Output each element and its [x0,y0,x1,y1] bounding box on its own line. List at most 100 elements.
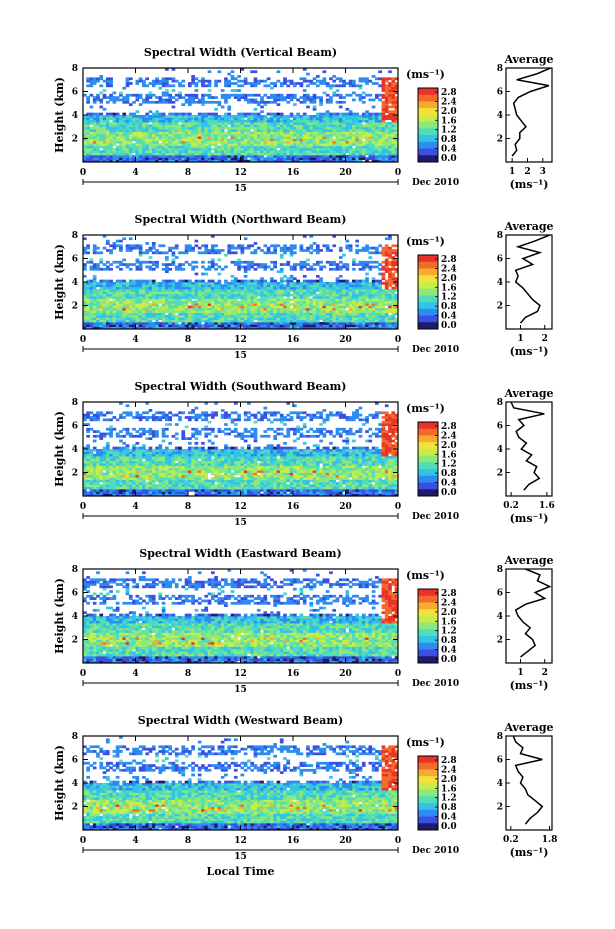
heatmap-cell [233,300,238,304]
heatmap-cell [112,284,117,288]
heatmap-cell [96,115,100,118]
heatmap-cell [214,136,218,139]
heatmap-cell [109,96,113,99]
heatmap-cell [365,140,369,144]
heatmap-cell [289,279,294,283]
heatmap-cell [348,307,353,311]
heatmap-cell [371,321,376,325]
heatmap-cell [115,115,120,118]
heatmap-cell [375,251,379,255]
heatmap-cell [342,291,346,295]
heatmap-cell [237,117,241,121]
heatmap-cell [388,89,392,92]
heatmap-cell [368,124,373,128]
heatmap-cell [138,319,143,323]
heatmap-cell [365,317,369,320]
heatmap-cell [358,119,363,123]
heatmap-cell [201,286,205,290]
heatmap-cell [306,98,310,102]
heatmap-cell [260,321,264,325]
heatmap-cell [155,129,159,132]
heatmap-cell [335,277,340,281]
heatmap-cell [142,115,146,118]
heatmap-cell [115,289,120,292]
heatmap-cell [233,326,238,330]
heatmap-cell [394,312,399,316]
heatmap-cell [256,326,261,330]
heatmap-cell [188,147,192,151]
heatmap-cell [184,298,189,302]
heatmap-cell [89,267,94,271]
heatmap-cell [358,126,363,130]
heatmap-cell [381,310,386,313]
heatmap-cell [315,249,320,252]
heatmap-cell [375,138,379,142]
heatmap-cell [210,289,215,292]
heatmap-cell [224,77,228,81]
heatmap-cell [86,150,90,153]
heatmap-cell [165,267,169,271]
heatmap-cell [250,279,255,283]
heatmap-cell [247,82,251,85]
heatmap-cell [325,260,330,264]
heatmap-cell [148,303,153,306]
heatmap-cell [161,307,166,311]
heatmap-cell [338,300,343,304]
heatmap-cell [355,300,360,304]
heatmap-cell [161,279,166,283]
heatmap-cell [105,305,110,309]
heatmap-cell [315,251,320,255]
heatmap-cell [240,119,245,123]
heatmap-cell [371,129,376,132]
heatmap-cell [119,282,123,285]
heatmap-cell [171,143,176,146]
heatmap-cell [247,296,251,299]
heatmap-cell [368,143,373,146]
heatmap-cell [381,86,386,90]
heatmap-cell [286,312,291,316]
heatmap-cell [335,286,340,290]
heatmap-cell [276,126,281,130]
heatmap-cell [161,79,166,83]
heatmap-cell [276,157,281,161]
heatmap-cell [230,70,235,74]
heatmap-cell [233,324,238,328]
heatmap-cell [233,246,238,250]
heatmap-cell [256,140,261,144]
heatmap-cell [391,91,396,95]
heatmap-cell [342,253,346,257]
heatmap-cell [302,263,307,266]
heatmap-cell [394,115,399,118]
heatmap-cell [132,124,136,128]
heatmap-cell [260,279,264,283]
heatmap-cell [217,305,222,309]
heatmap-cell [296,159,300,163]
heatmap-cell [191,115,195,118]
heatmap-cell [233,143,238,146]
heatmap-cell [378,314,382,318]
heatmap-cell [135,314,140,318]
heatmap-cell [273,96,277,99]
heatmap-cell [109,284,113,288]
heatmap-cell [335,296,340,299]
heatmap-cell [266,140,271,144]
heatmap-cell [296,293,300,297]
heatmap-cell [263,103,268,106]
heatmap-cell [312,100,317,104]
heatmap-cell [168,312,172,316]
heatmap-cell [138,147,143,151]
heatmap-cell [309,147,314,151]
heatmap-cell [256,136,261,139]
heatmap-cell [217,115,222,118]
heatmap-cell [112,112,117,116]
heatmap-cell [112,293,117,297]
heatmap-cell [102,138,107,142]
heatmap-cell [338,147,343,151]
heatmap-cell [260,312,264,316]
heatmap-cell [338,307,343,311]
heatmap-cell [394,260,399,264]
heatmap-cell [355,117,360,121]
heatmap-cell [384,77,389,81]
heatmap-cell [220,312,225,316]
heatmap-cell [151,293,156,297]
